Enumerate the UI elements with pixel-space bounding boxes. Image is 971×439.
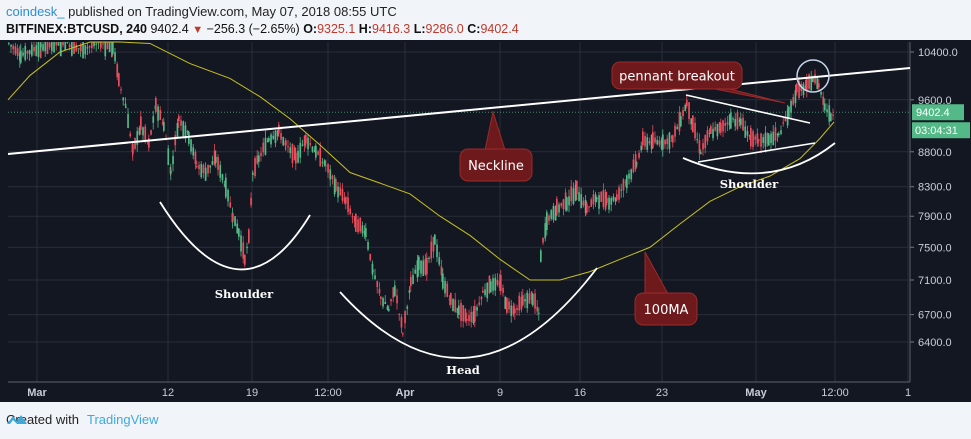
chart-area[interactable]: 10400.0 9600.0 8800.0 8300.0 7900.0 7500.0 710… xyxy=(0,40,971,402)
pennant-lower-line[interactable] xyxy=(697,142,816,163)
open-value: 9325.1 xyxy=(317,22,356,36)
right-shoulder-label: Shoulder xyxy=(720,177,779,191)
left-shoulder-label: Shoulder xyxy=(215,287,274,301)
breakout-highlight-circle[interactable] xyxy=(796,59,830,93)
open-label: O: xyxy=(303,22,318,36)
low-value: 9286.0 xyxy=(425,22,464,36)
high-value: 9416.3 xyxy=(372,22,411,36)
time-axis-label: 16 xyxy=(574,387,586,399)
price-axis-label: 6400.0 xyxy=(918,337,952,349)
pennant-breakout-callout-label: pennant breakout xyxy=(619,70,735,85)
chart-background xyxy=(0,40,971,402)
tradingview-logo-icon xyxy=(7,415,27,424)
price-change: −256.3 (−2.65%) xyxy=(206,22,300,36)
price-chart[interactable]: 10400.0 9600.0 8800.0 8300.0 7900.0 7500.0 710… xyxy=(0,40,971,402)
head-arc[interactable] xyxy=(339,267,598,359)
time-axis-label: Apr xyxy=(396,387,416,399)
publish-line: coindesk_ published on TradingView.com, … xyxy=(6,4,397,19)
neckline[interactable] xyxy=(7,67,911,155)
price-axis-label: 7900.0 xyxy=(918,211,952,223)
pennant-breakout-callout-box[interactable] xyxy=(611,61,743,90)
close-value: 9402.4 xyxy=(480,22,519,36)
price-axis-label: 6700.0 xyxy=(918,310,952,322)
head-label: Head xyxy=(446,363,480,377)
tradingview-link[interactable]: TradingView xyxy=(86,412,159,427)
time-axis-label: 1 xyxy=(905,387,911,399)
price-axis-label: 7500.0 xyxy=(918,242,952,254)
price-axis-label: 7100.0 xyxy=(918,275,952,287)
ma100-line xyxy=(7,41,835,281)
published-text: published on TradingView.com, May 07, 20… xyxy=(64,4,397,19)
time-axis-label: 19 xyxy=(246,387,258,399)
countdown-tag xyxy=(912,122,970,139)
high-label: H: xyxy=(358,22,372,36)
right-shoulder-arc[interactable] xyxy=(682,142,836,175)
ma100-callout-box[interactable] xyxy=(634,292,698,326)
footer: Created with TradingView xyxy=(6,412,159,427)
time-axis-label: 12:00 xyxy=(314,387,342,399)
price-axis-label: 8800.0 xyxy=(918,147,952,159)
neckline-callout-label: Neckline xyxy=(468,159,524,174)
pennant-upper-line[interactable] xyxy=(685,94,811,124)
current-price-tag-text: 9402.4 xyxy=(916,107,950,119)
countdown-tag-text: 03:04:31 xyxy=(915,125,958,137)
time-axis-label: 12 xyxy=(162,387,174,399)
time-axis-label: May xyxy=(745,387,767,399)
ma100-callout-label: 100MA xyxy=(644,303,689,318)
time-axis-label: 9 xyxy=(497,387,503,399)
time-axis-label: Mar xyxy=(27,387,47,399)
symbol-line: BITFINEX:BTCUSD, 240 9402.4 ▼ −256.3 (−2… xyxy=(6,22,519,36)
neckline-callout-box[interactable] xyxy=(459,148,533,182)
symbol-label: BITFINEX:BTCUSD, 240 xyxy=(6,22,147,36)
time-axis-label: 23 xyxy=(656,387,668,399)
price-axis-label: 10400.0 xyxy=(918,47,958,59)
time-axis-label: 12:00 xyxy=(821,387,849,399)
last-price: 9402.4 xyxy=(150,22,189,36)
close-label: C: xyxy=(467,22,481,36)
left-shoulder-arc[interactable] xyxy=(159,201,311,271)
current-price-tag xyxy=(912,104,964,121)
down-triangle-icon: ▼ xyxy=(192,24,204,36)
publisher-link[interactable]: coindesk_ xyxy=(6,4,65,19)
price-axis-label: 8300.0 xyxy=(918,182,952,194)
low-label: L: xyxy=(413,22,426,36)
price-axis-label: 9600.0 xyxy=(918,95,952,107)
